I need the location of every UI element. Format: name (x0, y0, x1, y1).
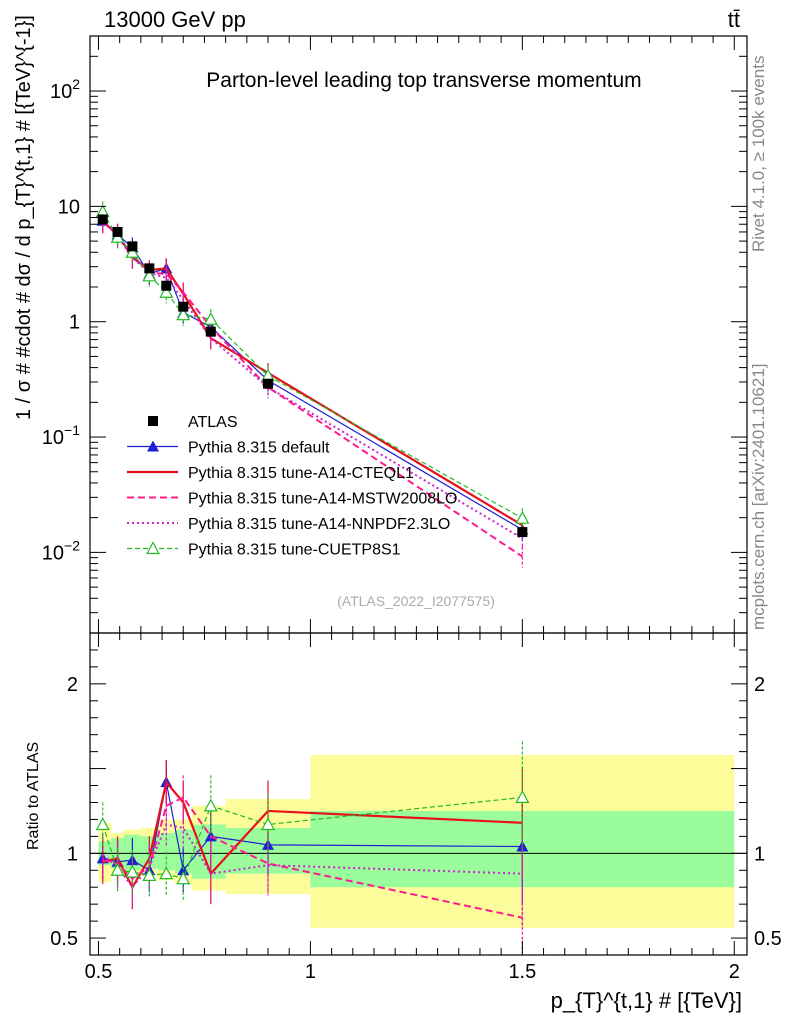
y-tick-label: 0.5 (50, 928, 78, 950)
atlas-point (517, 527, 528, 538)
legend-marker (147, 440, 159, 452)
data-point (125, 864, 140, 878)
y-tick-label: 1 (67, 843, 78, 865)
data-point (515, 790, 530, 803)
main-y-axis-label: 1 / σ # #cdot # dσ / d p_{T}^{t,1} # [{T… (13, 15, 35, 420)
main-line (101, 219, 523, 540)
legend-marker (145, 541, 161, 555)
legend-label: ATLAS (188, 414, 238, 431)
rivet-version-label: Rivet 4.1.0, ≥ 100k events (749, 56, 768, 252)
x-tick-label: 1.5 (508, 961, 536, 983)
data-point (515, 510, 530, 524)
legend-label: Pythia 8.315 tune-CUETP8S1 (188, 542, 401, 559)
chart-title: Parton-level leading top transverse mome… (206, 69, 641, 92)
x-axis-label: p_{T}^{t,1} # [{TeV}] (551, 988, 742, 1013)
atlas-point (144, 263, 155, 274)
data-point (95, 817, 110, 831)
process-label: tt̄ (728, 7, 740, 32)
ratio-series-2 (102, 775, 523, 954)
ratio-line (102, 796, 523, 919)
atlas-point (161, 280, 172, 291)
energy-label: 13000 GeV pp (104, 7, 246, 32)
atlas-point (97, 214, 108, 225)
y-tick-label-right: 2 (754, 674, 765, 696)
data-point (176, 307, 191, 321)
data-point (159, 866, 174, 880)
data-point (110, 863, 125, 876)
data-point (142, 868, 157, 881)
ratio-y-axis-label: Ratio to ATLAS (25, 742, 42, 850)
x-tick-label: 2 (729, 961, 740, 983)
data-point (176, 871, 191, 885)
analysis-id: (ATLAS_2022_I2077575) (337, 593, 495, 609)
y-tick-label-right: 1 (754, 843, 765, 865)
data-point (142, 268, 157, 282)
legend-label: Pythia 8.315 tune-A14-CTEQL1 (188, 465, 414, 482)
data-point (261, 817, 276, 831)
main-series-2 (102, 212, 523, 537)
ratio-series-4 (95, 741, 530, 901)
y-tick-label: 10−2 (42, 537, 80, 564)
y-tick-label: 10−1 (42, 422, 80, 449)
atlas-point (127, 241, 138, 252)
legend-label: Pythia 8.315 tune-A14-NNPDF2.3LO (188, 516, 450, 533)
y-tick-label: 2 (67, 674, 78, 696)
y-tick-label: 1 (69, 312, 80, 334)
atlas-point (112, 226, 123, 237)
legend-label: Pythia 8.315 tune-A14-MSTW2008LO (188, 491, 457, 508)
data-point (159, 285, 174, 298)
data-point (177, 864, 190, 876)
legend-label: Pythia 8.315 default (188, 440, 330, 457)
ratio-plot-frame (89, 632, 748, 956)
atlas-point (263, 378, 274, 389)
x-tick-label: 1 (305, 961, 316, 983)
mcplots-reference-label: mcplots.cern.ch [arXiv:2401.10621] (749, 364, 768, 630)
data-point (203, 798, 218, 812)
x-tick-label: 0.5 (85, 961, 113, 983)
legend: ATLAS Pythia 8.315 default Pythia 8.315 tu… (127, 414, 457, 559)
y-tick-label: 102 (50, 76, 80, 103)
y-tick-label-right: 0.5 (754, 928, 782, 950)
data-point (203, 312, 218, 325)
atlas-data (97, 214, 528, 538)
atlas-point (178, 301, 189, 312)
y-tick-label: 10 (58, 196, 80, 218)
legend-swatch (148, 416, 158, 426)
atlas-point (205, 326, 216, 337)
data-point (125, 245, 140, 258)
